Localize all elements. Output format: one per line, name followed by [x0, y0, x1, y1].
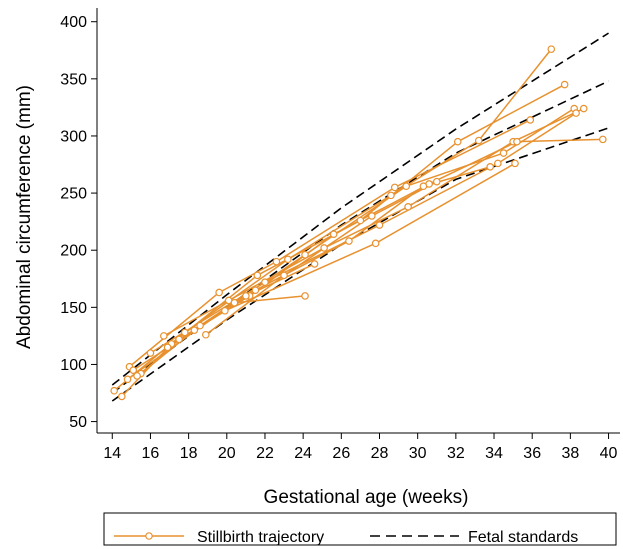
stillbirth-trajectory-line — [136, 263, 315, 377]
y-tick-label: 300 — [60, 128, 87, 145]
stillbirth-point — [310, 260, 319, 268]
x-tick-label: 18 — [180, 445, 198, 462]
x-tick-label: 24 — [294, 445, 312, 462]
stillbirth-point — [146, 349, 155, 357]
x-tick-label: 32 — [447, 445, 465, 462]
stillbirth-point — [390, 183, 399, 192]
stillbirth-point — [284, 255, 292, 264]
stillbirth-point — [371, 239, 380, 248]
legend-frame — [103, 512, 617, 546]
stillbirth-point — [261, 278, 269, 286]
stillbirth-point — [118, 392, 126, 401]
stillbirth-point — [320, 244, 328, 252]
stillbirth-point — [201, 330, 210, 339]
stillbirth-trajectory-line — [167, 166, 491, 348]
stillbirth-point — [133, 372, 141, 380]
legend-standards-label: Fetal standards — [468, 529, 578, 546]
y-tick-label: 250 — [60, 186, 87, 203]
stillbirth-point — [329, 230, 338, 239]
stillbirth-point — [513, 137, 521, 146]
stillbirth-point — [486, 163, 495, 171]
stillbirth-point — [345, 237, 353, 245]
y-tick-label: 350 — [60, 71, 87, 88]
stillbirth-trajectory-line — [132, 162, 516, 371]
stillbirth-point — [221, 306, 229, 315]
y-tick-label: 50 — [69, 414, 87, 431]
stillbirth-point — [163, 343, 172, 352]
stillbirth-point — [511, 159, 519, 168]
stillbirth-point — [190, 326, 199, 334]
stillbirth-trajectory-line — [205, 180, 438, 336]
stillbirth-point — [404, 202, 412, 211]
stillbirth-point — [402, 182, 411, 191]
stillbirth-point — [123, 375, 132, 384]
stillbirth-point — [181, 328, 189, 337]
stillbirth-point — [547, 45, 556, 53]
x-tick-label: 38 — [561, 445, 579, 462]
stillbirth-point — [129, 366, 138, 374]
x-tick-label: 26 — [332, 445, 350, 462]
stillbirth-point — [375, 221, 384, 229]
stillbirth-point — [251, 286, 260, 294]
y-tick-label: 400 — [60, 14, 87, 31]
stillbirth-point — [499, 149, 508, 157]
legend-trajectory-marker — [145, 532, 153, 540]
stillbirth-point — [160, 332, 168, 340]
legend-trajectory-label: Stillbirth trajectory — [197, 529, 324, 546]
stillbirth-point — [280, 271, 288, 280]
stillbirth-point — [419, 182, 428, 191]
stillbirth-point — [301, 292, 309, 300]
y-axis-title: Abdominal circumference (mm) — [14, 85, 35, 349]
x-axis-title: Gestational age (weeks) — [264, 487, 469, 508]
stillbirth-point — [272, 257, 281, 266]
stillbirth-point — [494, 159, 502, 168]
x-tick-label: 16 — [142, 445, 160, 462]
x-tick-label: 34 — [485, 445, 503, 462]
stillbirth-trajectories-layer — [110, 45, 607, 401]
stillbirth-point — [242, 292, 250, 300]
axes-layer: 50 100 150 200 250 300 350 400 14 16 18 20 22 24 26 28 3… — [60, 8, 620, 462]
stillbirth-point — [474, 136, 483, 145]
x-tick-label: 22 — [256, 445, 274, 462]
stillbirth-point — [196, 321, 204, 330]
y-tick-label: 100 — [60, 357, 87, 374]
stillbirth-point — [453, 137, 462, 146]
fetal-standard-line — [111, 127, 609, 402]
x-tick-label: 20 — [218, 445, 236, 462]
y-tick-label: 200 — [60, 243, 87, 260]
stillbirth-point — [572, 109, 580, 117]
y-tick-label: 150 — [60, 300, 87, 317]
stillbirth-point — [579, 104, 588, 113]
stillbirth-point — [599, 135, 607, 144]
stillbirth-point — [110, 386, 118, 395]
stillbirth-point — [560, 80, 569, 89]
stillbirth-trajectory-line — [163, 107, 585, 337]
fetal-standards-layer — [111, 32, 609, 402]
x-tick-label: 14 — [103, 445, 121, 462]
stillbirth-trajectory-line — [121, 83, 565, 397]
stillbirth-point — [387, 191, 395, 200]
stillbirth-point — [253, 271, 262, 280]
x-tick-label: 40 — [600, 445, 618, 462]
stillbirth-point — [356, 216, 365, 225]
legend: Stillbirth trajectory Fetal standards — [103, 512, 617, 546]
x-tick-label: 30 — [409, 445, 427, 462]
x-tick-label: 36 — [523, 445, 541, 462]
stillbirth-point — [526, 116, 535, 124]
stillbirth-point — [432, 177, 441, 186]
fetal-standard-line — [111, 80, 609, 394]
stillbirth-point — [175, 335, 183, 344]
stillbirth-point — [215, 288, 223, 297]
stillbirth-point — [368, 212, 376, 220]
stillbirth-point — [301, 250, 309, 259]
stillbirth-point — [230, 298, 239, 307]
x-tick-label: 28 — [371, 445, 389, 462]
